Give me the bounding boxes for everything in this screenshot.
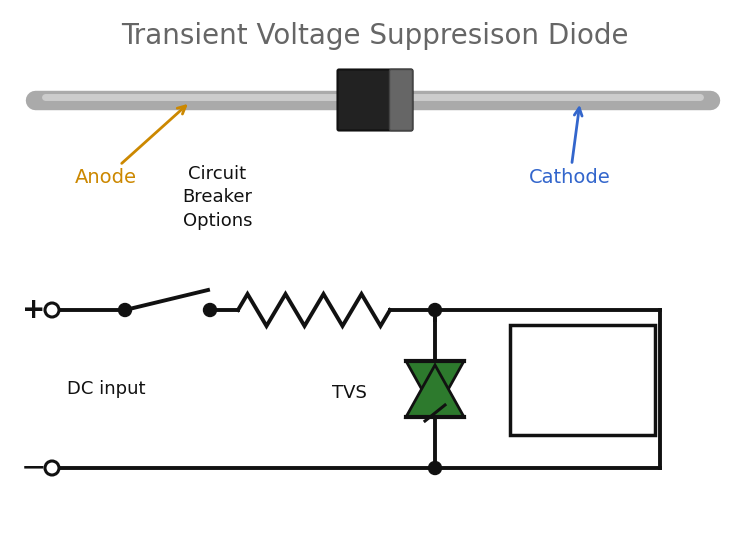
Text: Cathode: Cathode (530, 108, 610, 187)
Polygon shape (406, 365, 464, 417)
Text: Anode: Anode (75, 106, 186, 187)
Circle shape (203, 303, 217, 317)
Text: +: + (22, 296, 46, 324)
Text: −: − (21, 453, 46, 483)
Circle shape (118, 303, 131, 317)
Polygon shape (406, 361, 464, 413)
Circle shape (45, 461, 59, 475)
Text: Transient Voltage Suppresison Diode: Transient Voltage Suppresison Diode (122, 22, 628, 50)
Circle shape (428, 303, 442, 317)
Text: DC input: DC input (67, 380, 146, 398)
Circle shape (428, 461, 442, 475)
FancyBboxPatch shape (389, 69, 412, 130)
Bar (510, 325, 655, 435)
Text: Circuit
Breaker
Options: Circuit Breaker Options (182, 165, 253, 230)
Text: TVS: TVS (332, 384, 367, 402)
Circle shape (45, 303, 59, 317)
Text: Load: Load (556, 370, 609, 389)
FancyBboxPatch shape (338, 69, 412, 130)
